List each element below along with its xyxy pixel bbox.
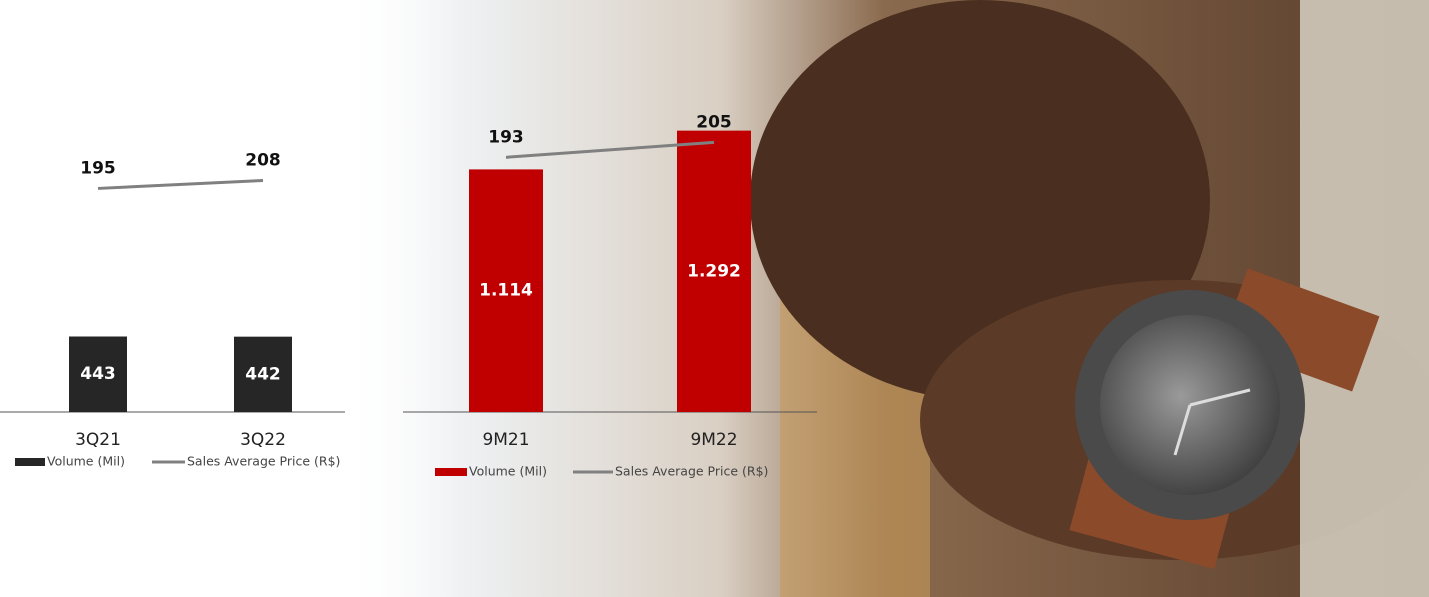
x-tick-label: 3Q22 xyxy=(240,430,286,450)
data-label: 193 xyxy=(488,127,524,147)
bar xyxy=(469,169,543,412)
x-tick-label: 9M22 xyxy=(690,430,737,450)
bar xyxy=(69,336,127,412)
data-label: 205 xyxy=(696,112,732,132)
price-line xyxy=(97,178,264,190)
data-label: 208 xyxy=(245,150,281,170)
legend-swatch xyxy=(15,458,45,466)
bar xyxy=(677,130,751,412)
charts: 3Q21 3Q22 443 442 Volume (Mil) 195 208 Sales Av… xyxy=(0,112,817,479)
price-line xyxy=(505,140,715,159)
background-photo xyxy=(340,0,1429,597)
data-label: 1.114 xyxy=(479,281,533,301)
data-label: 442 xyxy=(245,364,281,384)
legend-label: Sales Average Price (R$) xyxy=(615,464,768,479)
data-label: 1.292 xyxy=(687,261,741,281)
legend-label: Sales Average Price (R$) xyxy=(187,454,340,469)
x-tick-label: 3Q21 xyxy=(75,430,121,450)
x-tick-label: 9M21 xyxy=(482,430,529,450)
data-label: 443 xyxy=(80,364,116,384)
legend-label: Volume (Mil) xyxy=(47,454,125,469)
legend-swatch xyxy=(435,468,467,476)
bar xyxy=(234,336,292,412)
data-label: 195 xyxy=(80,158,116,178)
legend-label: Volume (Mil) xyxy=(469,464,547,479)
